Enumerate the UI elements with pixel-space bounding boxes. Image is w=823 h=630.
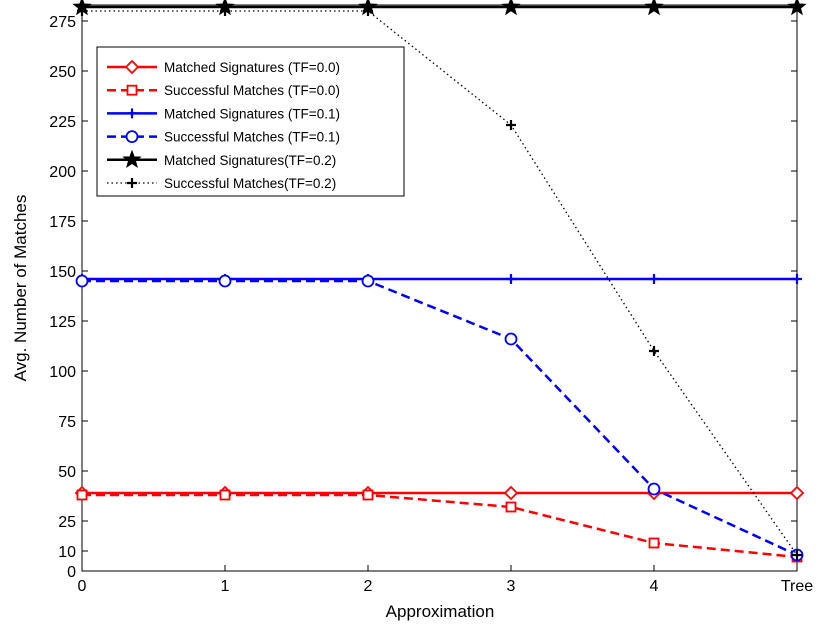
data-point-star: [501, 0, 521, 16]
legend-label: Matched Signatures (TF=0.0): [164, 60, 340, 75]
data-point-circle: [125, 130, 139, 144]
y-tick-label: 0: [67, 564, 76, 581]
x-tick-label: Tree: [781, 578, 813, 595]
y-tick-label: 200: [49, 164, 76, 181]
y-tick-label: 25: [58, 514, 76, 531]
y-axis-label: Avg. Number of Matches: [11, 195, 30, 382]
data-point-circle: [75, 274, 89, 288]
legend-label: Matched Signatures(TF=0.2): [164, 153, 336, 168]
x-tick-label: 4: [650, 578, 659, 595]
y-tick-label: 75: [58, 414, 76, 431]
y-tick-label: 250: [49, 64, 76, 81]
data-point-diamond: [124, 59, 140, 75]
data-point-square: [126, 84, 138, 96]
legend-label: Successful Matches (TF=0.1): [164, 130, 340, 145]
data-point-plus: [77, 6, 87, 16]
y-tick-label: 50: [58, 464, 76, 481]
data-point-circle: [218, 274, 232, 288]
series-5: [77, 6, 802, 560]
legend-item: Matched Signatures (TF=0.0): [107, 59, 340, 75]
data-point-circle: [647, 482, 661, 496]
data-point-plus: [363, 6, 373, 16]
data-point-circle: [504, 332, 518, 346]
legend-box: [96, 46, 405, 197]
legend-item: Matched Signatures (TF=0.1): [107, 106, 340, 121]
data-point-diamond: [503, 485, 519, 501]
data-point-circle: [361, 274, 375, 288]
y-tick-label: 100: [49, 364, 76, 381]
legend-label: Matched Signatures (TF=0.1): [164, 106, 340, 121]
data-point-square: [76, 489, 88, 501]
legend-item: Successful Matches(TF=0.2): [107, 176, 336, 191]
data-point-square: [362, 489, 374, 501]
x-tick-label: 0: [78, 578, 87, 595]
legend-label: Successful Matches(TF=0.2): [164, 176, 336, 191]
data-point-plus: [127, 108, 137, 119]
legend-item: Successful Matches (TF=0.0): [107, 83, 340, 98]
data-point-plus: [792, 274, 802, 284]
data-point-square: [648, 537, 660, 549]
x-axis-label: Approximation: [386, 602, 495, 621]
legend-item: Successful Matches (TF=0.1): [107, 130, 340, 145]
y-tick-label: 10: [58, 544, 76, 561]
y-tick-label: 275: [49, 14, 76, 31]
data-point-plus: [220, 6, 230, 16]
data-point-plus: [506, 274, 516, 284]
series-line: [82, 493, 798, 559]
data-point-diamond: [789, 485, 805, 501]
legend-item: Matched Signatures(TF=0.2): [107, 149, 336, 168]
x-tick-label: 2: [364, 578, 373, 595]
data-point-star: [122, 149, 142, 168]
data-point-plus: [506, 120, 516, 130]
data-point-plus: [127, 178, 137, 188]
x-tick-label: 1: [221, 578, 230, 595]
data-point-plus: [792, 550, 802, 560]
y-tick-label: 225: [49, 114, 76, 131]
x-tick-label: 3: [507, 578, 516, 595]
data-point-plus: [649, 274, 659, 284]
legend-label: Successful Matches (TF=0.0): [164, 83, 340, 98]
series-line: [82, 279, 798, 557]
data-point-square: [219, 489, 231, 501]
series-3: [75, 274, 804, 562]
y-tick-label: 150: [49, 264, 76, 281]
legend: Matched Signatures (TF=0.0) Successful Ma…: [96, 46, 405, 197]
data-point-plus: [649, 346, 659, 356]
data-point-square: [505, 501, 517, 513]
y-tick-label: 125: [49, 314, 76, 331]
data-point-star: [787, 0, 807, 16]
y-tick-label: 175: [49, 214, 76, 231]
data-point-star: [644, 0, 664, 16]
